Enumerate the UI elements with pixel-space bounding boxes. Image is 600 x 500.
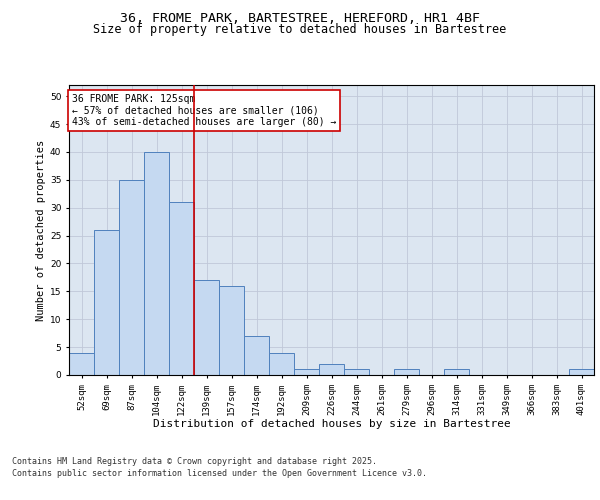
Bar (144, 152, 169, 375)
Bar (269, 352, 294, 375)
Bar (219, 286, 244, 375)
X-axis label: Distribution of detached houses by size in Bartestree: Distribution of detached houses by size … (152, 419, 511, 429)
Text: 36, FROME PARK, BARTESTREE, HEREFORD, HR1 4BF: 36, FROME PARK, BARTESTREE, HEREFORD, HR… (120, 12, 480, 26)
Bar (169, 202, 194, 375)
Text: Size of property relative to detached houses in Bartestree: Size of property relative to detached ho… (94, 22, 506, 36)
Bar (444, 370, 469, 375)
Bar (344, 370, 369, 375)
Text: Contains public sector information licensed under the Open Government Licence v3: Contains public sector information licen… (12, 469, 427, 478)
Bar (394, 370, 419, 375)
Bar (94, 230, 119, 375)
Bar (244, 336, 269, 375)
Bar (294, 370, 319, 375)
Y-axis label: Number of detached properties: Number of detached properties (35, 140, 46, 320)
Bar (319, 364, 344, 375)
Bar (69, 352, 94, 375)
Text: 36 FROME PARK: 125sqm
← 57% of detached houses are smaller (106)
43% of semi-det: 36 FROME PARK: 125sqm ← 57% of detached … (71, 94, 336, 127)
Bar (194, 280, 219, 375)
Text: Contains HM Land Registry data © Crown copyright and database right 2025.: Contains HM Land Registry data © Crown c… (12, 458, 377, 466)
Bar (569, 370, 594, 375)
Bar (119, 180, 144, 375)
